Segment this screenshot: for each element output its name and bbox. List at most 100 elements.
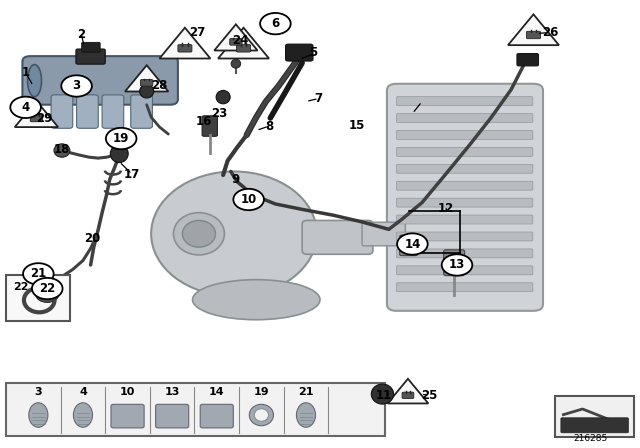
FancyBboxPatch shape <box>102 95 124 128</box>
FancyBboxPatch shape <box>77 95 99 128</box>
FancyBboxPatch shape <box>396 283 533 292</box>
Ellipse shape <box>231 59 241 68</box>
Text: 10: 10 <box>241 193 257 206</box>
Ellipse shape <box>54 144 70 157</box>
Circle shape <box>397 233 428 255</box>
FancyBboxPatch shape <box>555 396 634 437</box>
Circle shape <box>106 128 136 149</box>
Text: 5: 5 <box>310 46 317 59</box>
FancyBboxPatch shape <box>444 250 465 276</box>
Circle shape <box>36 286 59 302</box>
Polygon shape <box>508 14 559 45</box>
FancyBboxPatch shape <box>517 53 539 66</box>
Circle shape <box>442 254 472 276</box>
FancyBboxPatch shape <box>399 235 417 256</box>
Text: 16: 16 <box>196 115 212 128</box>
FancyBboxPatch shape <box>396 130 533 139</box>
Text: 3: 3 <box>35 387 42 397</box>
FancyBboxPatch shape <box>178 45 192 52</box>
FancyBboxPatch shape <box>111 404 144 428</box>
Text: 26: 26 <box>543 26 559 39</box>
FancyBboxPatch shape <box>302 220 373 254</box>
FancyBboxPatch shape <box>51 95 73 128</box>
Text: 25: 25 <box>421 389 438 402</box>
Ellipse shape <box>140 85 154 98</box>
FancyBboxPatch shape <box>82 43 100 52</box>
Text: 9: 9 <box>232 173 240 186</box>
Text: 29: 29 <box>36 112 53 125</box>
FancyBboxPatch shape <box>561 418 628 433</box>
Text: 4: 4 <box>79 387 87 397</box>
Text: 8: 8 <box>265 120 273 133</box>
Ellipse shape <box>110 145 128 163</box>
FancyBboxPatch shape <box>396 249 533 258</box>
Text: 17: 17 <box>124 168 140 181</box>
Ellipse shape <box>254 409 268 421</box>
Text: 14: 14 <box>404 237 420 250</box>
Ellipse shape <box>115 133 127 144</box>
Ellipse shape <box>29 403 48 427</box>
FancyBboxPatch shape <box>6 383 385 436</box>
Ellipse shape <box>249 404 273 426</box>
Text: 13: 13 <box>164 387 180 397</box>
Circle shape <box>23 263 54 284</box>
Text: 27: 27 <box>189 26 206 39</box>
Text: 22: 22 <box>39 282 56 295</box>
Ellipse shape <box>371 384 394 404</box>
FancyBboxPatch shape <box>396 114 533 122</box>
Text: 14: 14 <box>209 387 225 397</box>
FancyBboxPatch shape <box>396 266 533 275</box>
FancyBboxPatch shape <box>362 222 405 246</box>
Text: 19: 19 <box>113 132 129 145</box>
Polygon shape <box>218 28 269 59</box>
Text: 20: 20 <box>84 232 100 245</box>
Polygon shape <box>159 28 211 59</box>
Text: 13: 13 <box>449 258 465 271</box>
FancyBboxPatch shape <box>30 115 43 122</box>
Ellipse shape <box>173 213 225 255</box>
FancyBboxPatch shape <box>402 392 414 398</box>
Text: 21: 21 <box>30 267 47 280</box>
Text: 15: 15 <box>349 119 365 132</box>
FancyBboxPatch shape <box>131 95 152 128</box>
Circle shape <box>32 278 63 299</box>
FancyBboxPatch shape <box>396 97 533 106</box>
Ellipse shape <box>182 220 216 247</box>
Text: 28: 28 <box>151 78 168 91</box>
Text: 2: 2 <box>77 28 85 41</box>
FancyBboxPatch shape <box>396 198 533 207</box>
FancyBboxPatch shape <box>230 39 242 45</box>
Circle shape <box>10 97 41 118</box>
Polygon shape <box>388 379 428 404</box>
FancyBboxPatch shape <box>6 275 70 321</box>
Ellipse shape <box>193 280 320 320</box>
Text: 4: 4 <box>22 101 29 114</box>
Polygon shape <box>125 65 168 91</box>
FancyBboxPatch shape <box>141 80 153 86</box>
FancyBboxPatch shape <box>202 116 218 136</box>
FancyBboxPatch shape <box>396 164 533 173</box>
FancyBboxPatch shape <box>396 232 533 241</box>
Polygon shape <box>214 24 257 51</box>
FancyBboxPatch shape <box>396 215 533 224</box>
Text: 21: 21 <box>298 387 314 397</box>
Text: 12: 12 <box>438 202 454 215</box>
FancyBboxPatch shape <box>200 404 234 428</box>
Ellipse shape <box>151 172 317 296</box>
FancyBboxPatch shape <box>396 147 533 156</box>
FancyBboxPatch shape <box>285 44 313 61</box>
Text: 3: 3 <box>72 79 81 92</box>
Text: 18: 18 <box>54 143 70 156</box>
Text: 6: 6 <box>271 17 280 30</box>
Polygon shape <box>15 101 58 127</box>
FancyBboxPatch shape <box>387 84 543 311</box>
Text: 1: 1 <box>22 66 29 79</box>
FancyBboxPatch shape <box>156 404 189 428</box>
Ellipse shape <box>28 65 42 97</box>
Circle shape <box>260 13 291 34</box>
Text: 19: 19 <box>253 387 269 397</box>
Text: 22: 22 <box>13 282 28 293</box>
Ellipse shape <box>296 403 316 427</box>
Circle shape <box>234 189 264 210</box>
Ellipse shape <box>74 403 93 427</box>
